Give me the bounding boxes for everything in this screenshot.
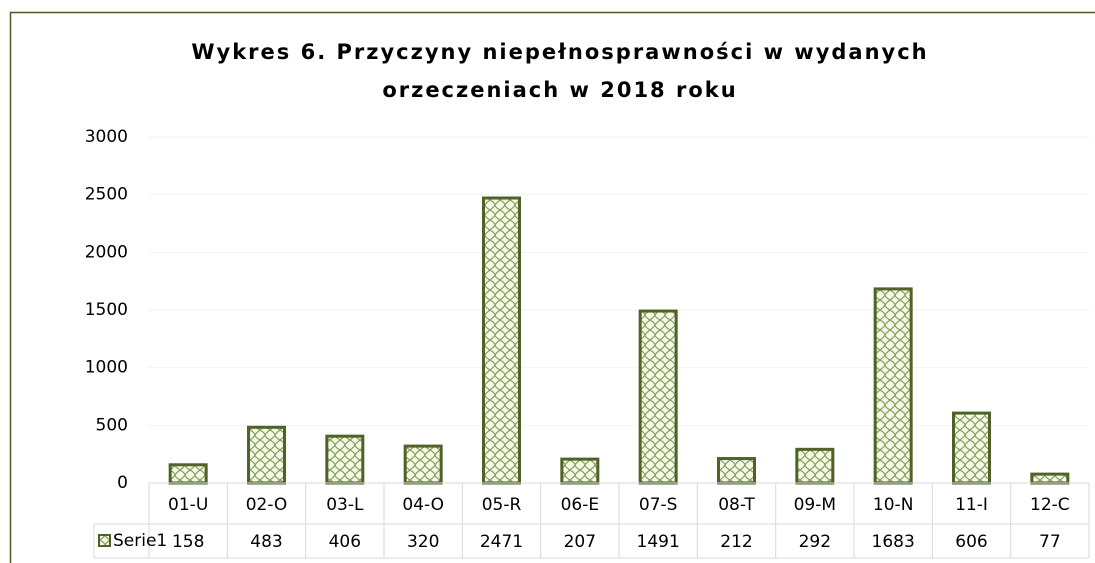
data-label: 212	[720, 532, 752, 552]
bar	[560, 457, 600, 485]
data-label: 1683	[872, 532, 915, 552]
bar	[1030, 472, 1070, 485]
data-label: 77	[1039, 532, 1061, 552]
bar	[873, 287, 913, 485]
x-tick-label: 01-U	[168, 495, 208, 515]
y-tick-label: 500	[96, 415, 128, 435]
data-label: 320	[407, 532, 439, 552]
bar	[482, 196, 521, 485]
data-label: 2471	[480, 532, 523, 552]
y-tick-label: 0	[117, 473, 128, 493]
x-tick-label: 02-O	[246, 495, 288, 515]
y-tick-label: 1000	[85, 358, 128, 378]
x-tick-label: 07-S	[639, 495, 678, 515]
frame	[9, 11, 1095, 563]
data-label: 158	[172, 532, 204, 552]
x-tick-label: 03-L	[326, 495, 364, 515]
legend-key	[98, 534, 111, 547]
bar	[325, 434, 365, 485]
bar	[795, 447, 835, 485]
x-tick-label: 10-N	[873, 495, 913, 515]
y-tick-label: 2500	[85, 185, 128, 205]
data-label: 292	[799, 532, 831, 552]
data-label: 406	[329, 532, 361, 552]
data-label: 483	[250, 532, 282, 552]
chart-title: Wykres 6. Przyczyny niepełnosprawności w…	[191, 40, 928, 64]
x-tick-label: 09-M	[794, 495, 836, 515]
x-tick-label: 04-O	[402, 495, 444, 515]
x-tick-label: 06-E	[561, 495, 600, 515]
x-tick-label: 05-R	[482, 495, 522, 515]
bar	[247, 425, 286, 485]
data-label: 606	[955, 532, 987, 552]
bar	[403, 444, 443, 485]
chart-subtitle: orzeczeniach w 2018 roku	[382, 78, 737, 102]
y-tick-label: 2000	[85, 242, 128, 262]
legend-label: Serie1	[113, 531, 167, 551]
x-tick-label: 12-C	[1030, 495, 1070, 515]
data-label: 1491	[637, 532, 680, 552]
bar	[168, 463, 208, 485]
x-tick-label: 08-T	[718, 495, 755, 515]
data-label: 207	[564, 532, 596, 552]
y-tick-label: 1500	[85, 300, 128, 320]
bar	[952, 411, 991, 485]
y-tick-label: 3000	[85, 127, 128, 147]
bar	[638, 309, 678, 485]
x-tick-label: 11-I	[955, 495, 988, 515]
bar	[717, 457, 756, 485]
